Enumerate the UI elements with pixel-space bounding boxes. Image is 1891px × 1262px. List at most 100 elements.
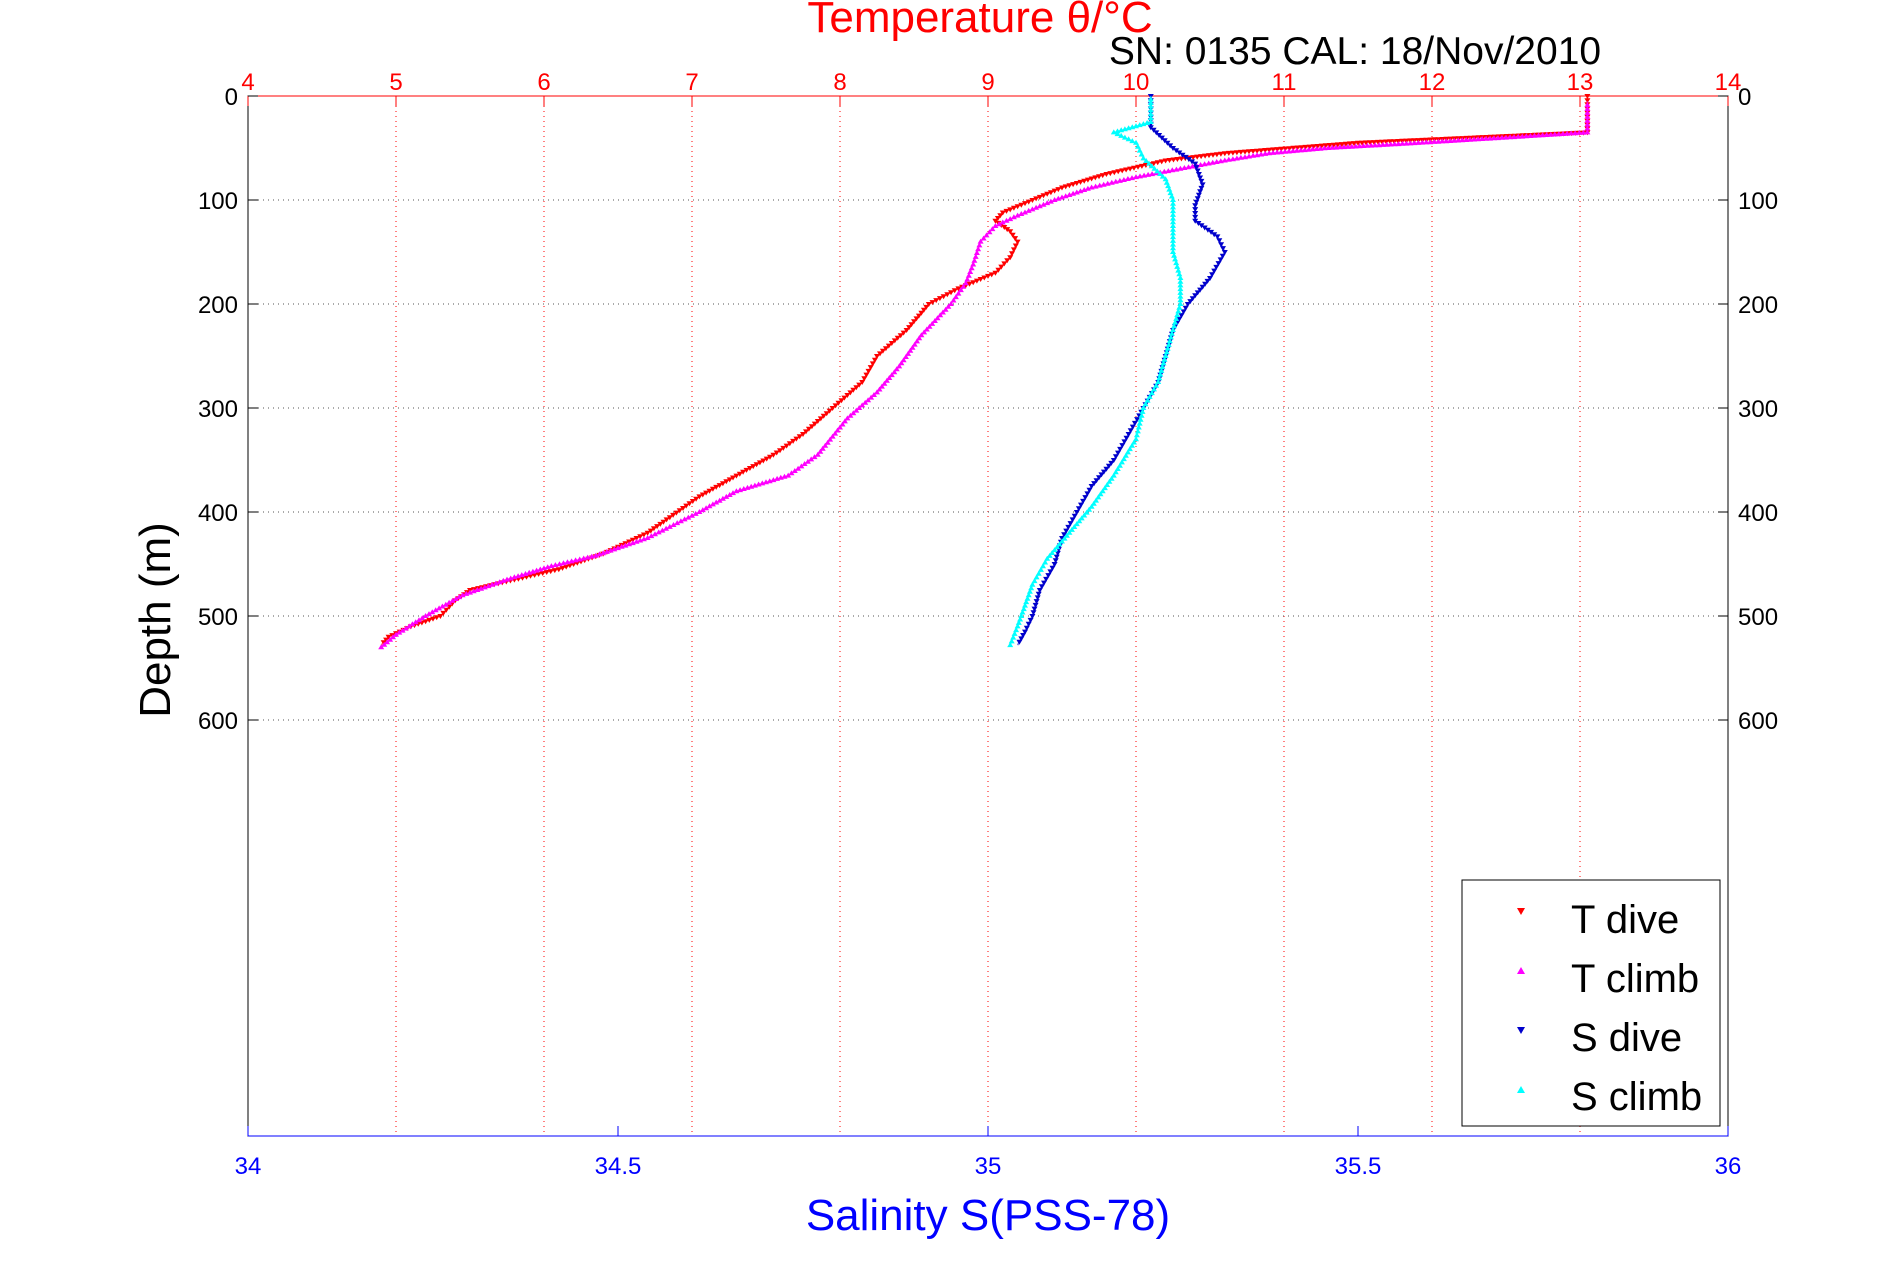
data-point xyxy=(719,481,726,487)
data-point xyxy=(878,383,885,389)
data-point xyxy=(1317,145,1324,151)
data-point xyxy=(1081,512,1088,518)
data-point xyxy=(1008,638,1015,644)
data-point xyxy=(660,519,667,525)
data-point xyxy=(1164,345,1171,351)
data-point xyxy=(955,290,962,296)
data-point xyxy=(654,524,661,530)
data-point xyxy=(1083,509,1090,515)
data-point xyxy=(1121,439,1128,445)
data-point xyxy=(1073,510,1080,515)
data-point xyxy=(1022,602,1028,608)
data-point xyxy=(1171,252,1178,258)
data-point xyxy=(992,270,999,276)
data-point xyxy=(1127,428,1134,434)
data-point xyxy=(633,538,640,544)
data-point xyxy=(1035,591,1042,597)
legend-label-t-dive: T dive xyxy=(1571,898,1679,942)
salinity-tick-label: 34.5 xyxy=(595,1153,642,1180)
data-point xyxy=(563,564,570,570)
depth-tick-label-left: 0 xyxy=(225,84,238,111)
data-point xyxy=(1036,203,1043,209)
data-point xyxy=(1027,617,1034,623)
data-point xyxy=(1010,205,1017,211)
data-point xyxy=(1217,257,1224,263)
data-point xyxy=(566,563,573,569)
data-point xyxy=(960,283,967,289)
data-point xyxy=(980,235,987,241)
data-point xyxy=(1391,141,1398,147)
data-point xyxy=(1175,308,1182,314)
data-point xyxy=(1192,293,1199,299)
data-point xyxy=(1330,142,1337,148)
data-point xyxy=(1054,550,1061,556)
data-point xyxy=(1142,401,1149,407)
data-point xyxy=(841,418,848,424)
data-point xyxy=(1204,278,1211,284)
data-point xyxy=(976,242,983,248)
data-point xyxy=(1182,305,1189,311)
data-point xyxy=(406,623,413,629)
data-point xyxy=(1162,353,1169,358)
data-point xyxy=(918,332,925,338)
data-point xyxy=(603,548,610,554)
data-point xyxy=(1084,491,1091,497)
data-point xyxy=(850,410,857,416)
data-point xyxy=(467,589,473,595)
data-point xyxy=(426,611,432,617)
data-point xyxy=(1499,134,1505,140)
data-point xyxy=(844,415,851,421)
data-point xyxy=(422,613,429,618)
data-point xyxy=(1106,478,1113,484)
data-point xyxy=(680,506,686,511)
data-point xyxy=(419,615,426,621)
data-point xyxy=(915,313,922,319)
data-point xyxy=(1427,139,1434,145)
data-point xyxy=(1147,115,1154,121)
data-point xyxy=(1051,547,1058,553)
data-point xyxy=(1580,129,1587,135)
data-point xyxy=(1165,183,1172,189)
data-point xyxy=(817,448,824,454)
data-point xyxy=(681,516,688,522)
data-point xyxy=(819,445,826,451)
data-point xyxy=(699,492,706,498)
data-point xyxy=(756,460,763,466)
data-point xyxy=(696,509,703,514)
data-point xyxy=(703,490,710,496)
data-point xyxy=(1045,573,1052,579)
data-point xyxy=(1194,168,1201,174)
data-point xyxy=(859,380,866,385)
data-point xyxy=(829,406,836,411)
data-point xyxy=(1030,610,1037,616)
depth-tick-label-left: 600 xyxy=(198,708,238,735)
data-point xyxy=(944,292,951,298)
data-point xyxy=(937,312,944,318)
data-point xyxy=(1025,592,1032,598)
data-point xyxy=(492,580,499,586)
data-point xyxy=(686,501,693,507)
data-point xyxy=(1159,173,1166,179)
data-point xyxy=(1210,152,1216,158)
data-point xyxy=(923,304,930,310)
data-point xyxy=(1192,207,1199,213)
data-point xyxy=(981,275,988,281)
data-point xyxy=(1154,168,1161,174)
data-point xyxy=(1177,289,1184,295)
data-point xyxy=(1103,466,1110,472)
data-point xyxy=(948,301,954,306)
data-point xyxy=(402,625,409,631)
salinity-tick-label: 35.5 xyxy=(1335,1153,1382,1180)
data-point xyxy=(1172,256,1179,262)
data-point xyxy=(1007,207,1014,213)
data-point xyxy=(1198,223,1205,229)
data-point xyxy=(905,350,912,356)
data-point xyxy=(973,250,980,255)
data-point xyxy=(1463,137,1470,142)
data-point xyxy=(808,456,815,462)
data-point xyxy=(992,218,999,224)
data-point xyxy=(1285,148,1292,154)
data-point xyxy=(853,385,860,391)
data-point xyxy=(1302,144,1309,150)
